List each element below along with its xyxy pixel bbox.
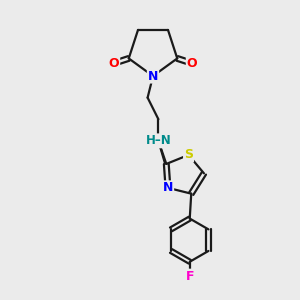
Text: O: O [187, 57, 197, 70]
Text: H–N: H–N [146, 134, 171, 147]
Text: F: F [185, 270, 194, 283]
Text: N: N [148, 70, 158, 83]
Text: N: N [163, 182, 173, 194]
Text: S: S [184, 148, 193, 161]
Text: O: O [109, 57, 119, 70]
